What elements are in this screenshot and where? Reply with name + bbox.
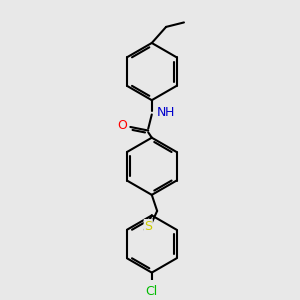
Text: S: S bbox=[144, 220, 152, 232]
Text: O: O bbox=[117, 119, 127, 132]
Text: N: N bbox=[157, 106, 167, 119]
Text: Cl: Cl bbox=[146, 285, 158, 298]
Text: H: H bbox=[165, 106, 174, 119]
